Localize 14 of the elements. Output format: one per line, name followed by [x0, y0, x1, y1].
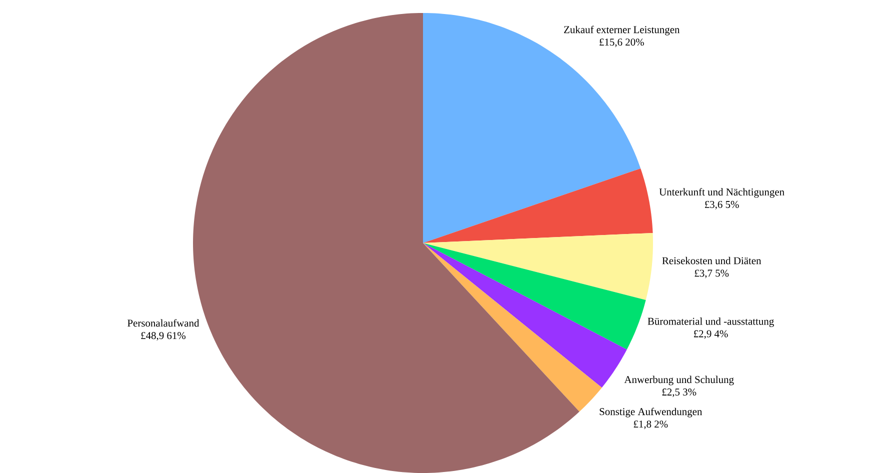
data-label: £3,6 5%	[705, 200, 739, 210]
slice-label: Sonstige Aufwendungen	[600, 408, 702, 418]
data-label: £2,9 4%	[694, 330, 728, 339]
data-label: £48,9 61%	[141, 332, 186, 341]
slice-label: Anwerbung und Schulung	[624, 376, 734, 386]
slice-label: Zukauf externer Leistungen	[564, 26, 680, 36]
data-label: £2,5 3%	[662, 388, 696, 398]
slice-label: Personalaufwand	[128, 319, 200, 327]
slice-label: Reisekosten und Diäten	[662, 256, 762, 264]
slice-label: Büromaterial und -ausstattung	[648, 317, 774, 327]
data-label: £15,6 20%	[600, 38, 644, 48]
data-label: £1,8 2%	[634, 420, 668, 430]
slice-label: Unterkunft und Nächtigungen	[659, 188, 784, 198]
data-label: £3,7 5%	[694, 270, 729, 278]
